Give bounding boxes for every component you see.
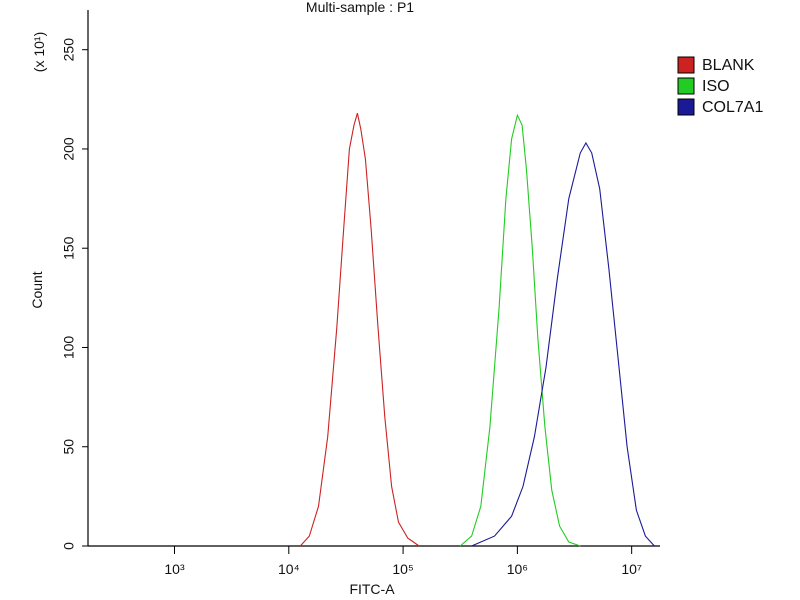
y-tick-label: 200: [61, 137, 77, 161]
histogram-line: [459, 113, 581, 547]
y-tick-label: 0: [61, 542, 77, 550]
y-tick-label: 100: [61, 336, 77, 360]
legend-label: COL7A1: [702, 99, 763, 116]
chart-title: Multi-sample : P1: [306, 0, 414, 15]
x-tick-label: 10⁵: [392, 561, 413, 577]
x-tick-label: 10⁶: [507, 561, 528, 577]
legend-swatch: [677, 98, 695, 116]
legend-label: BLANK: [702, 57, 755, 74]
legend-swatch: [677, 56, 695, 74]
y-tick-label: 50: [61, 439, 77, 455]
histogram-line: [299, 113, 420, 547]
y-tick-label: 150: [61, 236, 77, 260]
x-tick-label: 10³: [164, 561, 185, 577]
y-multiplier: (x 10¹): [31, 32, 47, 72]
histogram-line: [471, 141, 655, 547]
legend-label: ISO: [702, 78, 730, 95]
y-tick-label: 250: [61, 38, 77, 62]
y-axis-label: Count: [29, 271, 45, 308]
x-axis-label: FITC-A: [349, 581, 395, 597]
legend-swatch: [677, 77, 695, 95]
x-tick-label: 10⁷: [621, 561, 642, 577]
x-tick-label: 10⁴: [278, 561, 300, 577]
